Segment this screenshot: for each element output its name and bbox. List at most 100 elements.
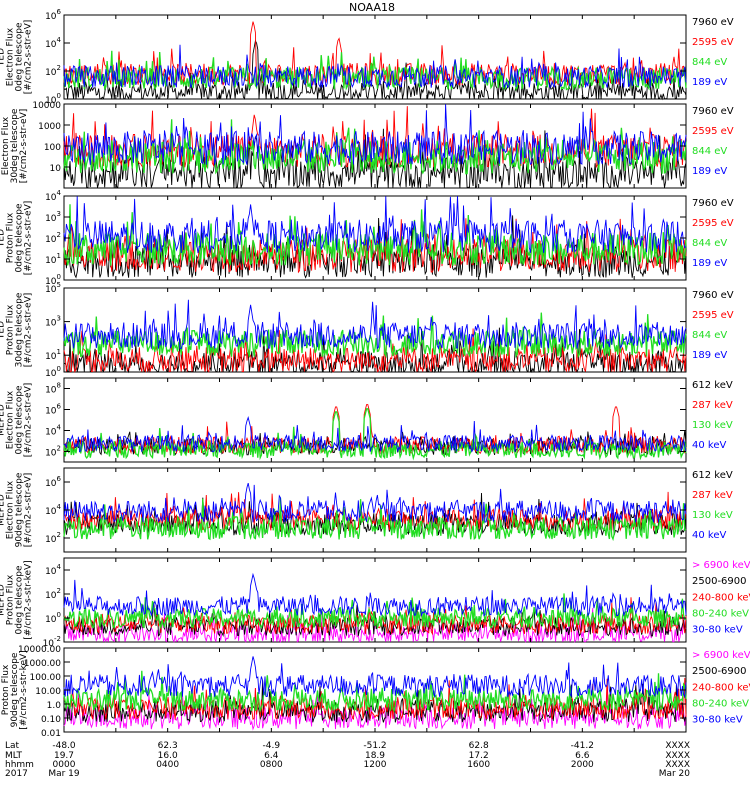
y-tick-label: 1000: [38, 122, 61, 132]
y-tick-label: 105: [45, 281, 61, 295]
y-axis-label-line: Electron Flux: [6, 480, 16, 539]
y-axis-label-line: TED: [0, 321, 7, 340]
series-2500-6900-line: [63, 680, 687, 724]
y-tick-label: 10-2: [43, 635, 61, 649]
series-189-ev-line: [63, 44, 687, 89]
x-tick-lat: -41.2: [571, 741, 594, 751]
legend-entry: 80-240 keV: [692, 608, 749, 619]
y-axis-label: MEPED Electron Flux 90deg telescope [#/cm2-…: [0, 472, 34, 547]
y-tick-label: 1000.00: [24, 659, 61, 669]
legend-entry: 240-800 keV: [692, 592, 750, 603]
x-tick-hhmm: XXXX: [665, 760, 690, 770]
y-tick-label: 106: [45, 8, 61, 22]
x-tick-lat: 62.8: [469, 741, 489, 751]
y-axis-label: TED Electron Flux 0deg telescope [#/cm2-s-s…: [0, 20, 34, 95]
x-row-label: hhmm: [5, 760, 34, 770]
legend-entry: 7960 eV: [692, 198, 734, 209]
y-axis-label-line: [#/cm2-s-str-eV]: [24, 20, 34, 95]
y-tick-label: 1.0: [47, 701, 62, 711]
panel-3: 100 101 102 103 104 TED Proton Flux 0deg telesc…: [0, 189, 734, 287]
legend-entry: 7960 eV: [692, 17, 734, 28]
y-axis-label-line: 30deg telescope: [10, 108, 20, 183]
panel-traces: [63, 104, 687, 190]
y-axis-label-line: [#/cm2-s-str-eV]: [24, 473, 34, 548]
y-tick-label: 102: [45, 231, 61, 245]
panel-1: 100 102 104 106 TED Electron Flux 0deg telesco…: [0, 8, 734, 106]
y-tick-label: 104: [45, 189, 61, 203]
series-40-kev-line: [63, 482, 687, 523]
y-tick-label: 101: [45, 252, 61, 266]
legend-entry: 2500-6900: [692, 666, 747, 677]
y-axis-label-line: [#/cm2-s-str-eV]: [24, 201, 34, 276]
y-axis-label-line: TED: [0, 48, 7, 67]
series-189-ev-line: [63, 196, 687, 254]
x-tick-hhmm: 0800: [260, 760, 283, 770]
legend-entry: 612 keV: [692, 470, 733, 481]
y-axis-label: TED Proton Flux 0deg telescope [#/cm2-s-str…: [0, 201, 34, 276]
legend-entry: 189 eV: [692, 77, 727, 88]
series-30-80-kev-line: [63, 656, 687, 699]
x-tick-date: Mar 19: [48, 769, 80, 779]
y-axis-label-line: [#/cm2-s-str-eV]: [24, 293, 34, 368]
legend-entry: 40 keV: [692, 530, 726, 541]
legend-entry: 30-80 keV: [692, 625, 743, 636]
legend-entry: 40 keV: [692, 440, 726, 451]
x-tick-lat: XXXX: [665, 741, 690, 751]
legend-entry: 189 eV: [692, 258, 727, 269]
panel-traces: [63, 21, 687, 101]
y-tick-label: 104: [45, 563, 61, 577]
y-tick-label: 102: [45, 587, 61, 601]
x-tick-mlt: 6.4: [264, 751, 279, 761]
legend-entry: 2500-6900: [692, 576, 747, 587]
legend-entry: > 6900 keV: [692, 560, 750, 571]
y-tick-label: 100: [45, 365, 61, 379]
legend-entry: 130 keV: [692, 510, 733, 521]
panel-traces: [63, 196, 687, 279]
y-axis-label-line: 0deg telescope: [15, 565, 25, 635]
y-tick-label: 0.10: [41, 715, 61, 725]
y-axis-label-line: 0deg telescope: [15, 385, 25, 455]
x-row-label: Lat: [5, 741, 20, 751]
series-40-kev-line: [63, 416, 687, 453]
y-tick-label: 100.00: [30, 673, 62, 683]
panel-5: 102 104 106 108 MEPED Electron Flux 0deg teles…: [0, 377, 733, 463]
panel-traces: [63, 656, 687, 731]
y-axis-label: MEPED Proton Flux 0deg telescope [#/cm2-s-s…: [0, 560, 34, 639]
x-tick-mlt: 17.2: [469, 751, 489, 761]
y-tick-label: 10000: [32, 101, 61, 111]
y-tick-label: 104: [45, 36, 61, 50]
y-tick-label: 0.01: [41, 729, 61, 739]
y-tick-label: 103: [45, 210, 61, 224]
panel-traces: [63, 299, 687, 374]
x-row-label: 2017: [5, 769, 28, 779]
y-tick-label: 106: [45, 475, 61, 489]
x-tick-hhmm: 0000: [53, 760, 76, 770]
x-tick-hhmm: 2000: [571, 760, 594, 770]
x-tick-mlt: 16.0: [158, 751, 178, 761]
legend-entry: 287 keV: [692, 400, 733, 411]
y-axis-label: Electron Flux 30deg telescope [#/cm2-s-str…: [1, 108, 29, 183]
panel-traces: [63, 404, 687, 461]
panel-7: 10-2 100 102 104 MEPED Proton Flux 0deg telesc…: [0, 557, 750, 649]
y-tick-label: 100: [45, 273, 61, 287]
y-axis-label-line: [#/cm2-s-str-keV]: [19, 650, 29, 729]
legend-entry: 2595 eV: [692, 37, 734, 48]
y-axis-label-line: TED: [0, 229, 7, 248]
legend-entry: 612 keV: [692, 380, 733, 391]
y-axis-label-line: 0deg telescope: [15, 203, 25, 273]
legend-entry: 240-800 keV: [692, 682, 750, 693]
x-tick-lat: -51.2: [363, 741, 386, 751]
y-axis-label-line: Proton Flux: [6, 212, 16, 263]
panel-traces: [63, 572, 687, 644]
x-tick-mlt: 18.9: [365, 751, 385, 761]
series-80-240-kev-line: [63, 670, 687, 714]
legend-entry: 7960 eV: [692, 106, 734, 117]
legend-entry: 844 eV: [692, 57, 727, 68]
series-130-kev-line: [63, 408, 687, 461]
x-tick-lat: 62.3: [158, 741, 178, 751]
legend-entry: 844 eV: [692, 238, 727, 249]
y-tick-label: 102: [45, 531, 61, 545]
x-tick-hhmm: 1600: [467, 760, 490, 770]
